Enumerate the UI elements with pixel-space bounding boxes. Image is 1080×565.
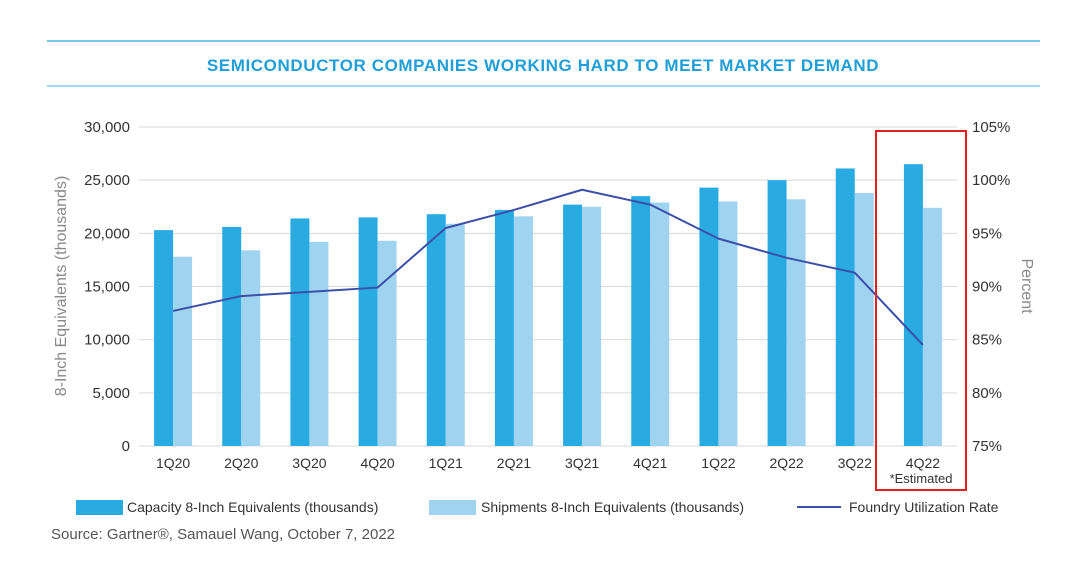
right-y-tick-label: 80% [972, 385, 1002, 402]
left-y-axis-label: 8-Inch Equivalents (thousands) [53, 176, 70, 397]
left-y-tick-label: 5,000 [92, 385, 130, 402]
shipments-bar [786, 199, 806, 446]
x-tick-label: 3Q20 [292, 455, 326, 471]
shipments-bar [241, 250, 261, 446]
legend-label-capacity: Capacity 8-Inch Equivalents (thousands) [127, 499, 378, 515]
capacity-bar [699, 187, 719, 447]
shipments-bar [650, 202, 670, 446]
shipments-bar [445, 223, 465, 446]
capacity-bar [222, 226, 242, 446]
left-y-tick-label: 25,000 [84, 172, 130, 189]
shipments-bar [377, 240, 397, 446]
x-tick-label: 2Q21 [497, 455, 531, 471]
capacity-bar [426, 214, 446, 446]
shipments-bar [922, 207, 942, 446]
x-tick-label: 1Q22 [701, 455, 735, 471]
x-tick-label: 2Q20 [224, 455, 258, 471]
left-y-tick-label: 20,000 [84, 225, 130, 242]
shipments-bar [854, 192, 874, 446]
utilization-line [172, 188, 924, 346]
legend-swatch-capacity [76, 500, 123, 515]
x-tick-label: 3Q22 [838, 455, 872, 471]
right-y-axis: 75% 80% 85% 90% 95% 100% 105% [972, 119, 1010, 455]
shipments-bar [513, 216, 533, 446]
left-y-tick-label: 30,000 [84, 119, 130, 136]
right-y-tick-label: 105% [972, 119, 1010, 136]
capacity-bar [835, 168, 855, 446]
x-tick-label: 1Q21 [429, 455, 463, 471]
source-note: Source: Gartner®, Samauel Wang, October … [51, 526, 395, 543]
capacity-bar [154, 230, 174, 446]
shipments-bar [718, 201, 738, 446]
right-y-tick-label: 85% [972, 332, 1002, 349]
right-y-tick-label: 75% [972, 438, 1002, 455]
legend-label-shipments: Shipments 8-Inch Equivalents (thousands) [481, 499, 744, 515]
capacity-bar [563, 204, 583, 446]
legend-swatch-shipments [429, 500, 476, 515]
shipments-bar [173, 256, 193, 446]
left-y-axis: 0 5,000 10,000 15,000 20,000 25,000 30,000 [84, 119, 130, 455]
x-tick-label: 4Q22 [906, 455, 940, 471]
capacity-bar [903, 164, 923, 446]
x-tick-label: 1Q20 [156, 455, 190, 471]
capacity-bar [767, 180, 787, 446]
left-y-tick-label: 15,000 [84, 279, 130, 296]
utilization-line-group [172, 188, 924, 346]
right-y-tick-label: 100% [972, 172, 1010, 189]
left-y-tick-label: 10,000 [84, 332, 130, 349]
right-y-tick-label: 95% [972, 225, 1002, 242]
shipments-bar [582, 206, 602, 446]
bars [154, 164, 942, 447]
estimated-highlight-box [875, 130, 967, 491]
legend-label-utilization: Foundry Utilization Rate [849, 499, 999, 515]
x-tick-label: 4Q20 [360, 455, 394, 471]
x-tick-label: 3Q21 [565, 455, 599, 471]
x-tick-label: 2Q22 [769, 455, 803, 471]
x-axis: 1Q20 2Q20 3Q20 4Q20 1Q21 2Q21 3Q21 4Q21 1Q22 2Q22… [156, 455, 940, 471]
x-tick-label: 4Q21 [633, 455, 667, 471]
capacity-bar [290, 218, 310, 446]
left-y-tick-label: 0 [122, 438, 130, 455]
capacity-bar [494, 209, 514, 446]
legend: Capacity 8-Inch Equivalents (thousands) … [76, 499, 999, 515]
right-y-axis-label: Percent [1018, 258, 1035, 314]
chart-title: SEMICONDUCTOR COMPANIES WORKING HARD TO … [207, 56, 879, 75]
capacity-bar [358, 217, 378, 446]
capacity-bar [631, 196, 651, 446]
right-y-tick-label: 90% [972, 279, 1002, 296]
gridlines [139, 126, 957, 447]
shipments-bar [309, 241, 329, 446]
estimated-annotation: *Estimated [890, 471, 953, 486]
